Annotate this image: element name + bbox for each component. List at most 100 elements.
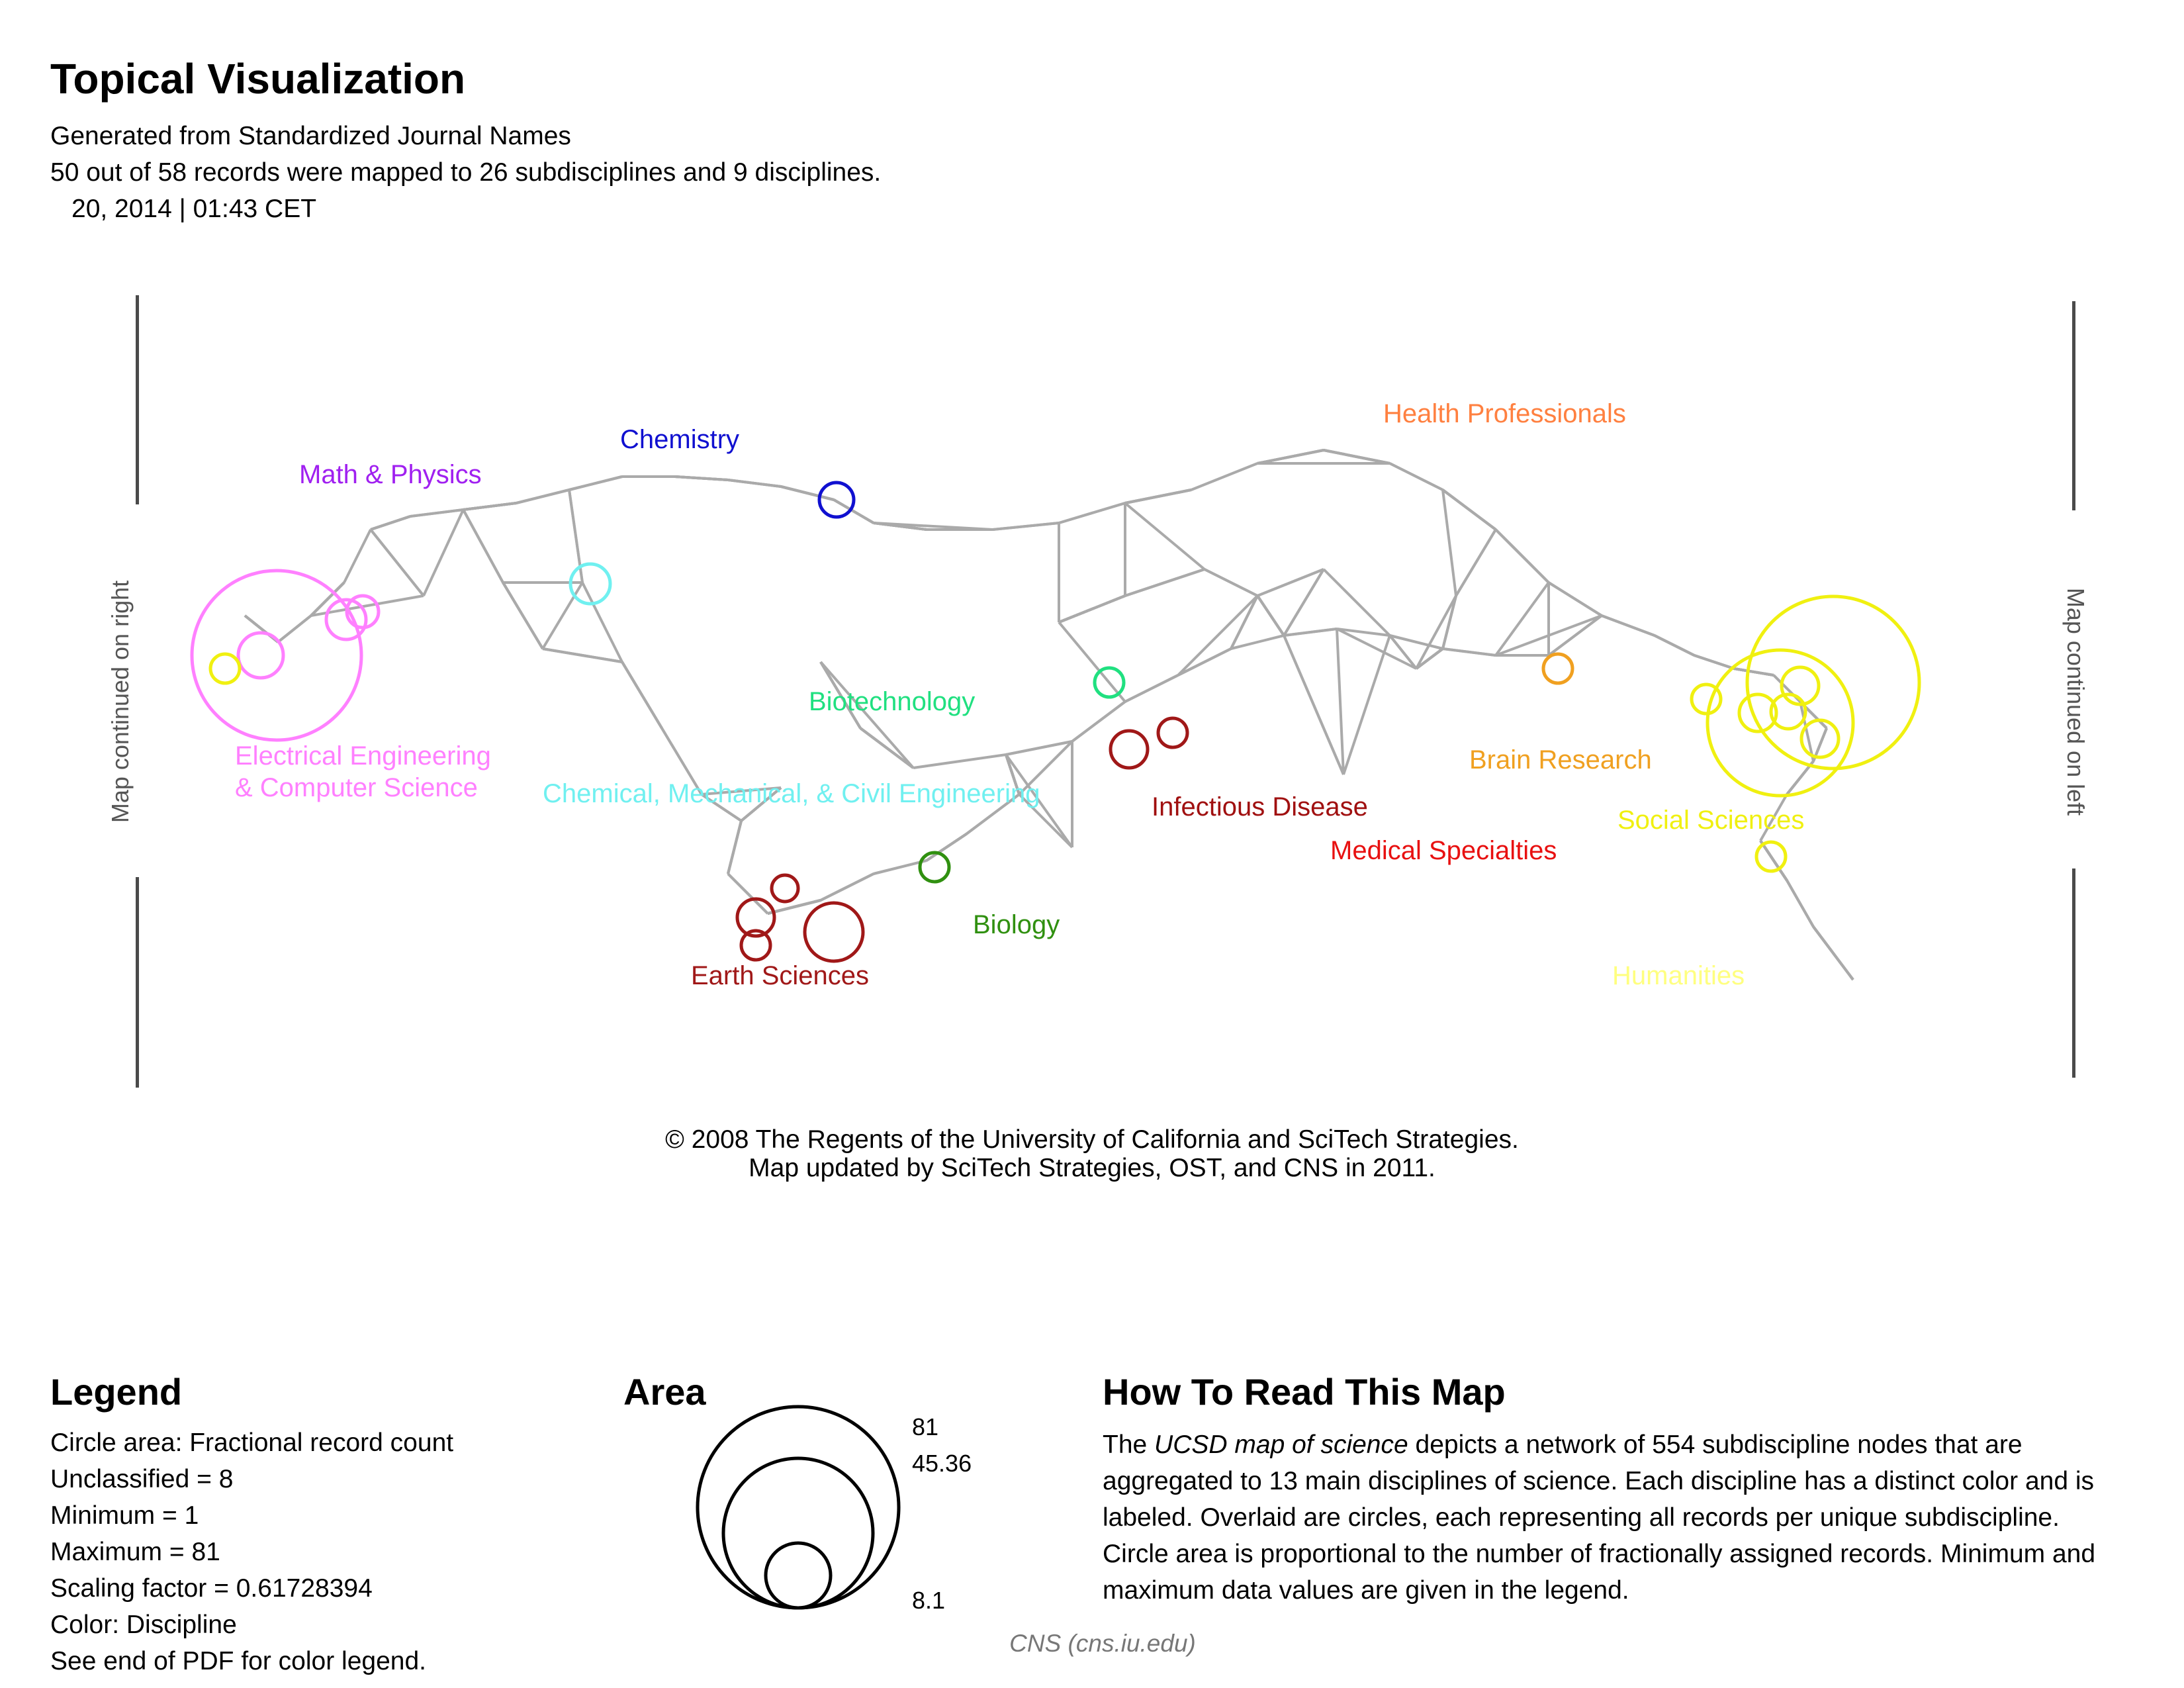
map-right-bottom-bar <box>2072 868 2075 1078</box>
cns-credit: CNS (cns.iu.edu) <box>1009 1630 1196 1657</box>
map-edge <box>1442 647 1496 657</box>
subdiscipline-circle <box>803 901 865 963</box>
map-edge <box>820 872 874 902</box>
label-chemistry: Chemistry <box>620 425 739 454</box>
map-edge <box>1415 647 1444 670</box>
map-edge <box>1786 880 1815 927</box>
area-circle-mid <box>721 1456 875 1610</box>
map-edge <box>370 515 411 531</box>
map-edge <box>859 727 915 769</box>
map-edge <box>1018 793 1073 849</box>
map-edge <box>1256 594 1285 637</box>
subdiscipline-circle <box>1799 718 1841 759</box>
records-summary-text: 50 out of 58 records were mapped to 26 s… <box>50 158 882 187</box>
map-edge <box>1389 462 1443 491</box>
map-network-edges <box>244 449 1854 981</box>
map-edge <box>422 509 465 596</box>
label-earth-sciences: Earth Sciences <box>691 961 869 990</box>
map-edge <box>1342 635 1391 775</box>
map-edge <box>1283 628 1338 637</box>
subdiscipline-circle <box>208 652 242 685</box>
map-edge <box>343 529 372 583</box>
area-value-min: 8.1 <box>912 1587 946 1614</box>
map-edge <box>1455 528 1497 597</box>
map-edge <box>780 485 835 501</box>
map-edge <box>1322 568 1391 637</box>
map-subdiscipline-circles <box>190 481 1921 963</box>
map-edge <box>1283 635 1345 775</box>
subdiscipline-circle <box>735 897 776 938</box>
map-edge <box>1071 700 1126 743</box>
subdiscipline-circle <box>1109 729 1150 770</box>
map-edge <box>740 786 782 822</box>
map-edge <box>1441 489 1457 596</box>
map-edge <box>1005 740 1073 756</box>
howto-text-pre: The <box>1103 1430 1155 1459</box>
map-edge <box>1336 628 1345 775</box>
area-circle-min <box>764 1541 833 1610</box>
map-edge <box>1283 568 1325 637</box>
map-edge <box>1257 568 1324 597</box>
map-edge <box>1058 502 1126 524</box>
map-edge <box>369 528 425 597</box>
map-edge <box>1759 794 1788 841</box>
subdiscipline-circle <box>1737 692 1778 733</box>
map-left-bottom-bar <box>136 877 139 1088</box>
legend-line: See end of PDF for color legend. <box>50 1647 426 1675</box>
map-edge <box>1336 628 1417 670</box>
map-edge <box>674 475 729 481</box>
label-biotechnology: Biotechnology <box>809 687 975 716</box>
label-chem-mech-civil-eng: Chemical, Mechanical, & Civil Engineerin… <box>543 779 1040 808</box>
label-medical-specialties: Medical Specialties <box>1330 836 1557 865</box>
map-edge <box>1191 462 1258 491</box>
map-edge <box>727 820 743 874</box>
map-edge <box>913 753 1007 769</box>
subdiscipline-circle <box>345 594 381 630</box>
howto-text-post: depicts a network of 554 subdiscipline n… <box>1103 1430 2096 1605</box>
map-edge <box>1547 581 1603 617</box>
subdiscipline-circle <box>190 569 363 742</box>
map-edge <box>277 614 312 643</box>
map-edge <box>569 475 623 491</box>
label-social-sciences: Social Sciences <box>1617 806 1804 835</box>
map-edge <box>1415 595 1457 669</box>
label-math-physics: Math & Physics <box>299 460 482 489</box>
howto-text-em: UCSD map of science <box>1154 1430 1408 1459</box>
legend-line: Circle area: Fractional record count <box>50 1429 454 1457</box>
map-edge <box>1389 634 1443 650</box>
map-edge <box>1547 614 1603 657</box>
map-edge <box>621 661 663 729</box>
map-edge <box>660 727 703 796</box>
map-edge <box>1124 568 1205 597</box>
map-edge <box>701 786 782 796</box>
map-edge <box>992 522 1060 531</box>
area-scale-diagram <box>696 1405 901 1610</box>
map-edge <box>1124 674 1179 703</box>
map-updated-line: Map updated by SciTech Strategies, OST, … <box>749 1154 1435 1182</box>
map-edge <box>727 479 782 488</box>
generated-from-text: Generated from Standardized Journal Name… <box>50 122 571 150</box>
map-edge <box>833 498 875 524</box>
subdiscipline-circle <box>770 873 800 904</box>
label-infectious-disease: Infectious Disease <box>1152 792 1368 821</box>
map-edge <box>1257 449 1324 465</box>
label-brain-research: Brain Research <box>1469 745 1652 774</box>
subdiscipline-circle <box>324 598 368 641</box>
map-edge <box>1799 701 1815 762</box>
map-edge <box>1388 634 1418 670</box>
map-edge <box>1323 449 1390 465</box>
label-humanities: Humanities <box>1612 961 1745 990</box>
map-edge <box>1230 634 1285 650</box>
subdiscipline-circle <box>1156 716 1189 749</box>
map-edge <box>310 581 345 617</box>
howto-body: The UCSD map of science depicts a networ… <box>1103 1427 2122 1609</box>
map-edge <box>819 661 915 769</box>
legend-line: Scaling factor = 0.61728394 <box>50 1574 373 1603</box>
label-electrical-engineering: Electrical Engineering <box>235 741 491 771</box>
map-edge <box>819 661 862 729</box>
map-edge <box>1654 634 1695 657</box>
map-edge <box>581 582 623 663</box>
map-edge <box>1494 528 1550 584</box>
map-edge <box>463 502 517 511</box>
map-edge <box>700 793 743 822</box>
